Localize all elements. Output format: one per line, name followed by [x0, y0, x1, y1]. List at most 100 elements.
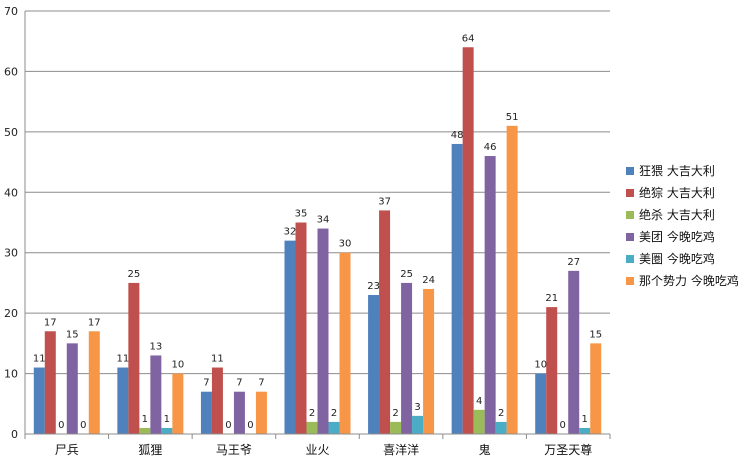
bar: [568, 270, 580, 434]
data-label: 25: [400, 269, 413, 280]
data-label: 1: [164, 414, 170, 425]
bar: [33, 367, 45, 434]
data-label: 0: [225, 420, 231, 431]
bar: [401, 282, 413, 434]
x-category-label: 鬼: [479, 442, 491, 457]
legend-swatch: [626, 233, 634, 241]
bar: [284, 240, 296, 434]
data-label: 64: [462, 33, 475, 44]
bar: [150, 355, 162, 434]
x-category-label: 万圣天尊: [544, 442, 592, 457]
legend-swatch: [626, 189, 634, 197]
bars: [33, 47, 602, 435]
bar: [211, 367, 223, 434]
bar: [495, 421, 507, 434]
y-tick-label: 20: [4, 307, 18, 320]
data-label: 2: [331, 408, 337, 419]
bar: [117, 367, 129, 434]
y-tick-label: 40: [4, 186, 18, 199]
bar: [451, 143, 463, 434]
x-category-label: 喜洋洋: [383, 442, 419, 457]
legend-swatch: [626, 167, 634, 175]
bar: [233, 391, 245, 434]
data-label: 2: [498, 408, 504, 419]
bar: [172, 373, 184, 434]
data-label: 1: [582, 414, 588, 425]
legend-swatch: [626, 211, 634, 219]
bar: [390, 421, 402, 434]
bar: [200, 391, 212, 434]
bar: [161, 427, 173, 434]
data-label: 35: [295, 209, 308, 220]
legend-label: 美团 今晚吃鸡: [639, 229, 715, 244]
data-label: 27: [567, 257, 580, 268]
data-label: 3: [414, 402, 420, 413]
y-tick-label: 10: [4, 368, 18, 381]
bar: [462, 47, 474, 434]
data-label: 51: [506, 112, 519, 123]
data-label: 25: [127, 269, 140, 280]
bar: [535, 373, 547, 434]
bar: [328, 421, 340, 434]
data-label: 11: [211, 354, 224, 365]
bar: [368, 295, 380, 434]
data-label: 23: [367, 281, 380, 292]
data-label: 24: [422, 275, 435, 286]
data-label: 17: [44, 317, 57, 328]
legend-label: 绝猔 大吉大利: [639, 185, 715, 200]
data-label: 17: [88, 317, 101, 328]
data-label: 2: [392, 408, 398, 419]
data-label: 13: [149, 341, 162, 352]
bar: [306, 421, 318, 434]
data-label: 21: [545, 293, 558, 304]
bar: [128, 282, 140, 434]
data-label: 15: [66, 329, 79, 340]
legend-swatch: [626, 255, 634, 263]
y-tick-label: 0: [11, 428, 18, 441]
y-tick-label: 70: [4, 5, 18, 18]
bar: [139, 427, 151, 434]
y-tick-label: 60: [4, 65, 18, 78]
data-label: 4: [476, 396, 482, 407]
y-tick-label: 30: [4, 247, 18, 260]
bar: [66, 343, 78, 434]
bar: [423, 288, 435, 434]
bar: [295, 222, 307, 434]
x-axis: 尸兵 狐狸 马王爷 业火 喜洋洋 鬼 万圣天尊: [24, 433, 611, 457]
legend-label: 美圏 今晚吃鸡: [639, 251, 715, 266]
data-label: 7: [236, 378, 242, 389]
x-category-label: 尸兵: [55, 443, 79, 457]
data-label: 7: [258, 378, 264, 389]
y-tick-label: 50: [4, 126, 18, 139]
bar: [339, 252, 351, 434]
bar: [379, 210, 391, 434]
data-label: 0: [560, 420, 566, 431]
data-label: 30: [339, 239, 352, 250]
legend-swatch: [626, 277, 634, 285]
bar: [412, 415, 424, 434]
bar: [579, 427, 591, 434]
data-label: 0: [80, 420, 86, 431]
x-category-label: 狐狸: [138, 443, 162, 457]
data-labels: 1117015017112511311071107073235234230233…: [33, 33, 602, 431]
bar: [317, 228, 329, 434]
data-label: 0: [58, 420, 64, 431]
data-label: 10: [534, 360, 547, 371]
data-label: 37: [378, 196, 391, 207]
x-category-label: 马王爷: [216, 443, 252, 457]
data-label: 48: [451, 130, 464, 141]
y-axis: 0 10 20 30 40 50 60 70: [4, 5, 26, 441]
data-label: 0: [247, 420, 253, 431]
x-category-label: 业火: [305, 443, 329, 457]
data-label: 34: [317, 215, 330, 226]
bar: [506, 125, 518, 435]
bar: [44, 331, 56, 434]
data-label: 11: [116, 354, 129, 365]
bar: [255, 391, 267, 434]
data-label: 10: [171, 360, 184, 371]
legend-label: 狂猥 大吉大利: [639, 164, 715, 178]
legend-label: 那个势力 今晚吃鸡: [639, 273, 739, 288]
data-label: 11: [33, 354, 46, 365]
bar: [484, 156, 496, 434]
